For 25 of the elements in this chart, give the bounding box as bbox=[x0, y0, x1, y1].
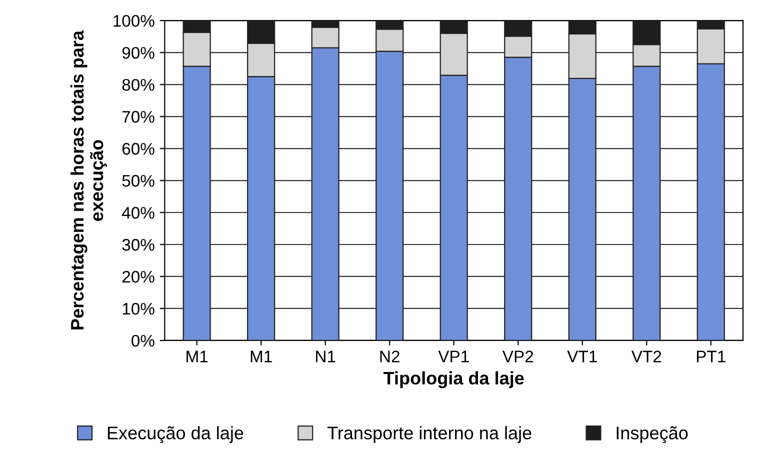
y-tick-label: 60% bbox=[122, 142, 154, 155]
x-tick-label: N1 bbox=[316, 350, 336, 362]
y-tick-label: 40% bbox=[122, 206, 154, 219]
y-tick-label: 50% bbox=[122, 174, 154, 187]
x-tick-label: VP1 bbox=[438, 350, 469, 362]
y-tick-label: 90% bbox=[122, 46, 154, 59]
y-tick-label: 20% bbox=[122, 270, 154, 283]
y-tick-label: 100% bbox=[114, 14, 154, 27]
x-tick-label: VP2 bbox=[502, 350, 534, 362]
x-tick-label: M1 bbox=[250, 350, 272, 362]
y-tick-label: 10% bbox=[122, 302, 154, 315]
y-tick-label: 70% bbox=[122, 110, 154, 123]
legend-label: Transporte interno na laje bbox=[327, 426, 532, 443]
y-tick-label: 80% bbox=[122, 78, 154, 91]
y-tick-label: 0% bbox=[132, 334, 154, 347]
x-tick-label: VT2 bbox=[631, 350, 662, 362]
x-tick-label: M1 bbox=[186, 350, 208, 362]
y-axis-title: Percentagem nas horas totais para execução bbox=[70, 30, 107, 330]
y-tick-label: 30% bbox=[122, 238, 154, 251]
x-tick-label: PT1 bbox=[696, 350, 726, 362]
legend-label: Execução da laje bbox=[108, 426, 244, 444]
x-axis-title: Tipologia da laje bbox=[383, 371, 524, 388]
legend-label: Inspeção bbox=[616, 426, 688, 444]
x-tick-label: VT1 bbox=[567, 350, 597, 362]
x-tick-label: N2 bbox=[380, 350, 400, 362]
